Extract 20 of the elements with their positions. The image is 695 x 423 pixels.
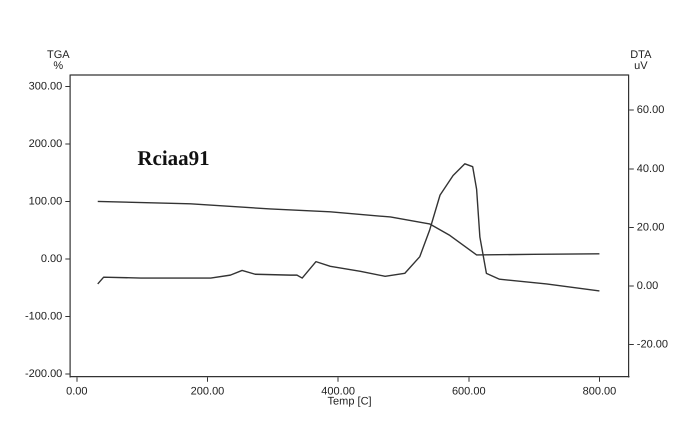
annotation: Rciaa91: [137, 146, 210, 170]
x-tick-label: 400.00: [321, 385, 355, 398]
y2-tick-label: 20.00: [636, 221, 664, 234]
y2-tick-label: -20.00: [636, 338, 668, 351]
y-tick-label: 300.00: [28, 80, 62, 93]
y-axis-title: TGA %: [46, 49, 70, 72]
y-tick-label: 200.00: [28, 138, 62, 150]
x-tick-label: 600.00: [452, 385, 486, 398]
x-tick-label: 0.00: [66, 385, 88, 398]
y2-tick-label: 60.00: [636, 104, 664, 116]
y-tick-label: -200.00: [24, 368, 62, 380]
y2-tick-label: 0.00: [636, 280, 658, 292]
x-axis-title: Temp [C]: [328, 395, 372, 408]
x-tick-label: 200.00: [190, 385, 224, 398]
y2-axis-title: DTA uV: [630, 49, 652, 72]
y-tick-label: -100.00: [24, 310, 62, 322]
y2-tick-label: 40.00: [636, 162, 664, 175]
y-tick-label: 100.00: [28, 196, 62, 208]
x-tick-label: 800.00: [582, 385, 616, 398]
y-tick-label: 0.00: [40, 252, 62, 265]
